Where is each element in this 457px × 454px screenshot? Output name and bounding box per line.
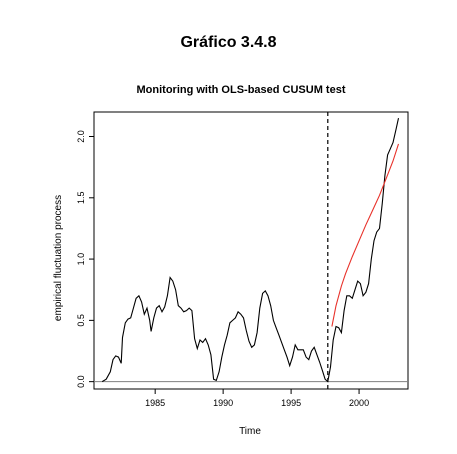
series-layer: [101, 117, 400, 383]
axes: 1985 1990 1995 2000 0.0 0.5 1.0 1.5 2.0: [76, 130, 369, 408]
boundary-line: [331, 143, 400, 327]
y-tick-label: 2.0: [76, 130, 86, 143]
chart-title: Monitoring with OLS-based CUSUM test: [137, 84, 346, 96]
y-tick-label: 0.5: [76, 314, 86, 327]
plot-frame: [93, 111, 409, 390]
x-tick-label: 1995: [281, 398, 301, 408]
y-axis-label: empirical fluctuation process: [53, 195, 64, 321]
x-tick-label: 1985: [145, 398, 165, 408]
fluctuation-process-line: [101, 117, 400, 383]
figure-title: Gráfico 3.4.8: [180, 34, 277, 51]
x-tick-label: 2000: [349, 398, 369, 408]
y-tick-label: 1.0: [76, 253, 86, 266]
x-tick-label: 1990: [213, 398, 233, 408]
x-axis-label: Time: [239, 426, 261, 437]
y-tick-label: 1.5: [76, 192, 86, 205]
y-tick-label: 0.0: [76, 375, 86, 388]
